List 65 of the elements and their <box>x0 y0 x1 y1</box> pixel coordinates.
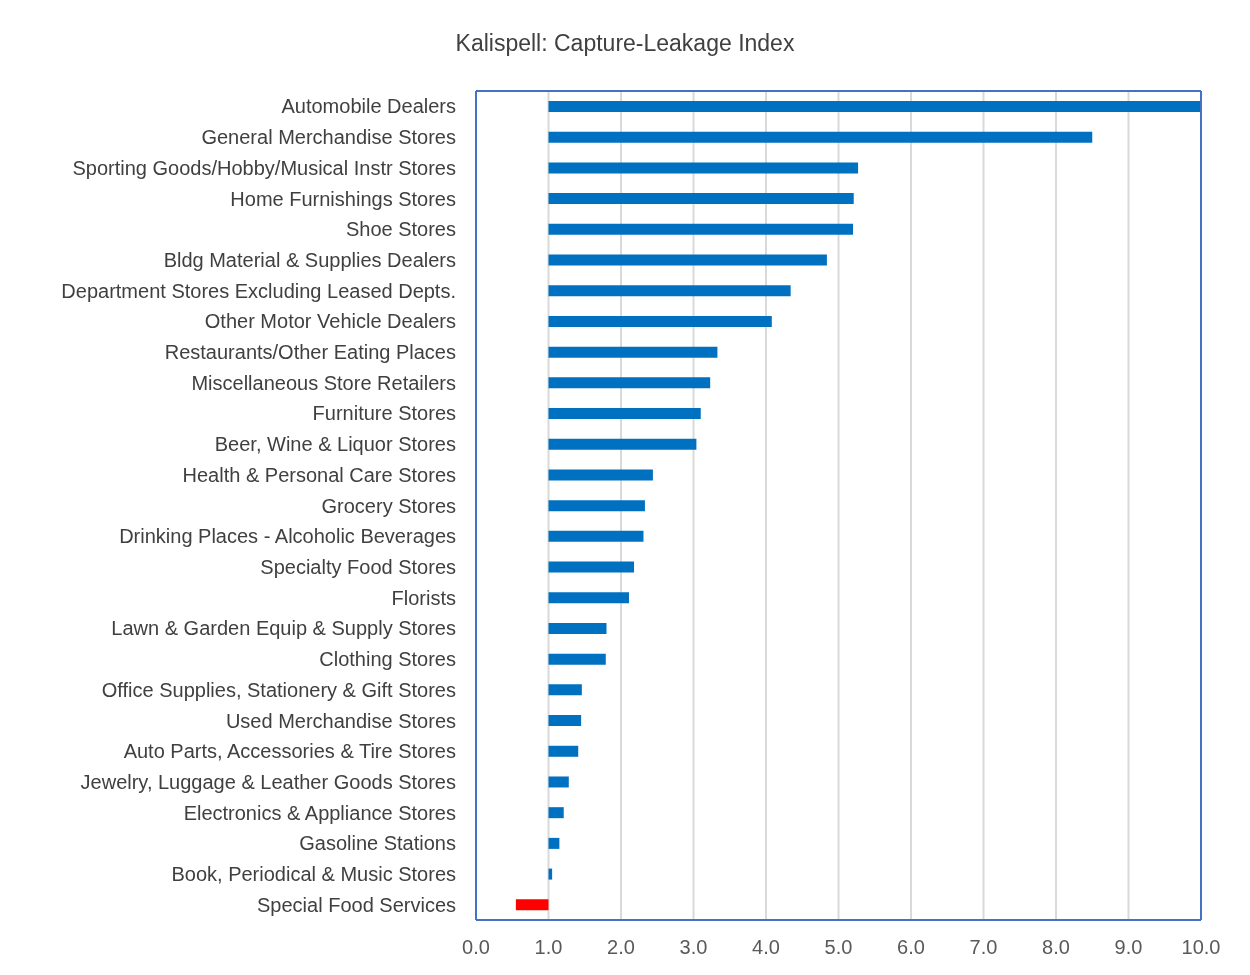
bar <box>548 500 645 512</box>
x-tick-label: 2.0 <box>607 936 635 959</box>
bar <box>548 438 697 450</box>
y-tick-label: Shoe Stores <box>345 218 456 241</box>
bar <box>548 776 569 788</box>
y-tick-label: Jewelry, Luggage & Leather Goods Stores <box>80 770 456 793</box>
y-tick-label: Electronics & Appliance Stores <box>183 801 456 824</box>
y-tick-label: Gasoline Stations <box>299 832 456 855</box>
bar <box>548 162 859 174</box>
y-tick-label: Furniture Stores <box>312 402 456 425</box>
y-tick-label: Used Merchandise Stores <box>225 709 456 732</box>
bar <box>548 561 635 573</box>
y-tick-label: Book, Periodical & Music Stores <box>171 863 456 886</box>
y-tick-label: Specialty Food Stores <box>260 556 456 579</box>
y-tick-label: Drinking Places - Alcoholic Beverages <box>119 525 456 548</box>
chart-title: Kalispell: Capture-Leakage Index <box>454 29 796 58</box>
y-tick-label: Bldg Material & Supplies Dealers <box>163 248 456 271</box>
bar <box>548 101 1201 112</box>
x-tick-label: 1.0 <box>534 936 563 959</box>
x-tick-label: 5.0 <box>824 936 853 959</box>
bar <box>548 592 629 604</box>
bar <box>548 469 653 481</box>
bar <box>548 285 791 297</box>
y-tick-label: Beer, Wine & Liquor Stores <box>214 433 456 456</box>
bar <box>548 131 1093 143</box>
y-tick-label: Office Supplies, Stationery & Gift Stores <box>101 678 456 701</box>
x-tick-label: 10.0 <box>1181 936 1221 959</box>
bar <box>548 653 606 665</box>
y-tick-label: Health & Personal Care Stores <box>182 463 456 486</box>
y-tick-label: Other Motor Vehicle Dealers <box>204 310 456 333</box>
bar <box>548 315 772 327</box>
x-tick-label: 6.0 <box>897 936 925 959</box>
x-tick-label: 3.0 <box>679 936 708 959</box>
x-tick-label: 7.0 <box>969 936 998 959</box>
y-tick-label: Clothing Stores <box>319 648 456 671</box>
bar <box>548 684 582 696</box>
y-tick-label: Home Furnishings Stores <box>230 187 456 210</box>
y-tick-label: Lawn & Garden Equip & Supply Stores <box>111 617 456 640</box>
x-tick-label: 4.0 <box>752 936 780 959</box>
y-tick-label: Special Food Services <box>257 893 456 916</box>
y-tick-label: Department Stores Excluding Leased Depts. <box>61 279 456 302</box>
y-tick-label: General Merchandise Stores <box>201 126 456 149</box>
bar <box>548 745 579 757</box>
bar <box>548 193 854 205</box>
bar <box>548 837 560 849</box>
bar <box>515 899 549 911</box>
bar <box>548 223 853 235</box>
y-tick-label: Restaurants/Other Eating Places <box>164 341 456 364</box>
x-tick-label: 0.0 <box>462 936 490 959</box>
bar <box>548 622 607 634</box>
bar <box>548 715 582 727</box>
y-tick-label: Miscellaneous Store Retailers <box>191 371 456 394</box>
x-tick-label: 9.0 <box>1114 936 1143 959</box>
bar <box>548 377 711 389</box>
x-tick-label: 8.0 <box>1042 936 1070 959</box>
bar <box>548 408 701 420</box>
bar <box>548 346 718 358</box>
y-tick-label: Grocery Stores <box>321 494 456 517</box>
bar <box>548 807 564 819</box>
y-tick-label: Automobile Dealers <box>281 95 456 118</box>
y-tick-label: Florists <box>391 586 456 609</box>
bar <box>548 530 644 542</box>
y-tick-label: Sporting Goods/Hobby/Musical Instr Stores <box>72 156 456 179</box>
bar <box>548 254 827 266</box>
y-tick-label: Auto Parts, Accessories & Tire Stores <box>123 740 456 763</box>
